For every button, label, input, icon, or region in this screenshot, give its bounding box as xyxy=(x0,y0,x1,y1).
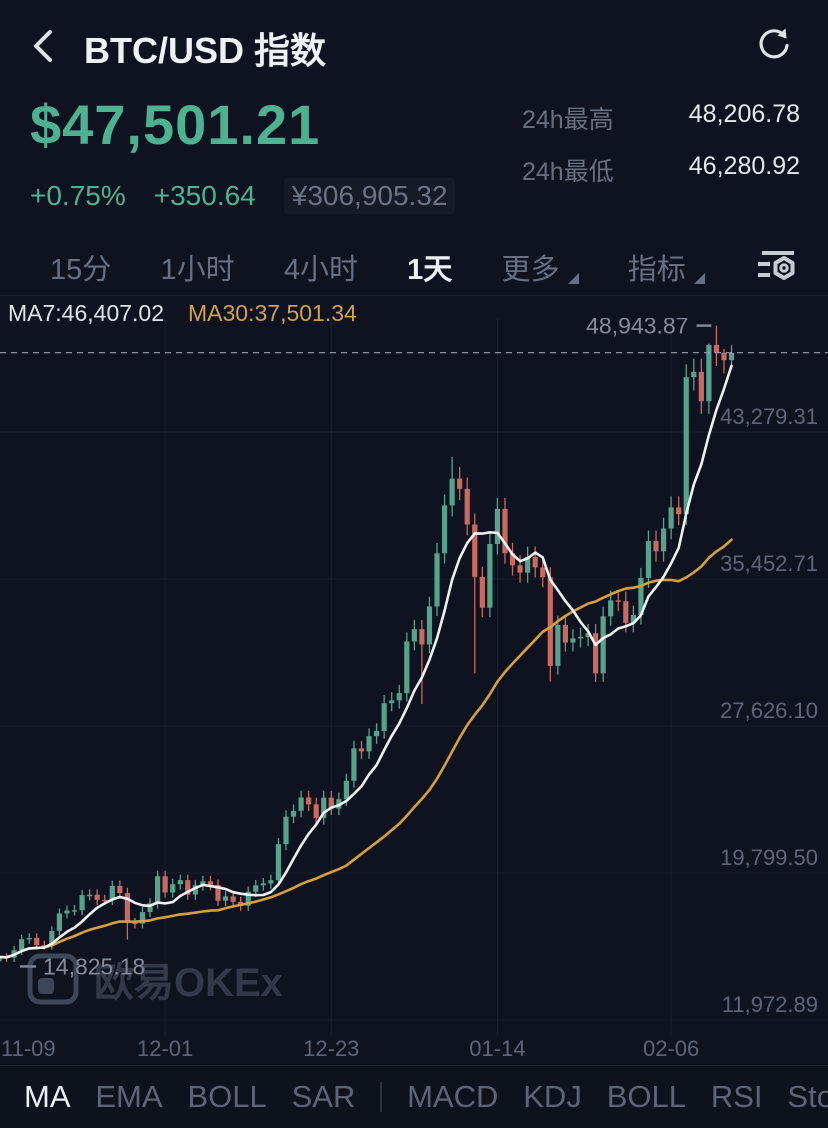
svg-text:43,279.31: 43,279.31 xyxy=(720,404,818,429)
change-row: +0.75% +350.64 ¥306,905.32 xyxy=(30,178,455,214)
ma30-legend: MA30:37,501.34 xyxy=(188,300,357,326)
indicator-sto-9[interactable]: Sto xyxy=(787,1079,828,1114)
change-percent: +0.75% xyxy=(30,180,126,211)
svg-text:19,799.50: 19,799.50 xyxy=(720,845,818,870)
svg-text:01-14: 01-14 xyxy=(469,1036,525,1061)
candlestick-chart-svg: 11-09 12-01 12-23 01-14 02-06 43,279.31 35,452… xyxy=(0,313,828,1061)
timeframe-tab-15分[interactable]: 15分 xyxy=(50,246,111,288)
timeframe-tab-指标[interactable]: 指标 xyxy=(628,246,705,288)
timeframe-tab-label: 1天 xyxy=(407,253,453,286)
current-price: $47,501.21 xyxy=(30,93,321,156)
price-chart[interactable]: 11-09 12-01 12-23 01-14 02-06 43,279.31 35,452… xyxy=(0,313,828,1065)
indicator-divider xyxy=(380,1082,383,1112)
timeframe-bar: 15分 1小时 4小时 1天 更多 指标 xyxy=(0,238,828,296)
svg-text:12-01: 12-01 xyxy=(137,1036,193,1061)
back-icon[interactable] xyxy=(26,26,62,66)
indicator-boll-2[interactable]: BOLL xyxy=(187,1079,267,1114)
indicator-boll-7[interactable]: BOLL xyxy=(606,1079,686,1114)
refresh-icon[interactable] xyxy=(754,24,794,64)
ma-legend: MA7:46,407.02 MA30:37,501.34 xyxy=(8,300,357,327)
cny-value: ¥306,905.32 xyxy=(284,178,456,214)
svg-text:27,626.10: 27,626.10 xyxy=(720,698,818,723)
svg-text:11,972.89: 11,972.89 xyxy=(722,992,818,1017)
ma7-legend: MA7:46,407.02 xyxy=(8,300,165,326)
chart-settings-icon xyxy=(757,250,795,280)
svg-text:35,452.71: 35,452.71 xyxy=(720,551,818,576)
timeframe-tab-4小时[interactable]: 4小时 xyxy=(284,246,358,288)
dropdown-triangle-icon xyxy=(693,272,705,284)
indicator-bar: MA EMA BOLL SAR MACD KDJ BOLL RSI Sto xyxy=(0,1065,828,1128)
indicator-macd-5[interactable]: MACD xyxy=(407,1079,499,1114)
svg-text:12-23: 12-23 xyxy=(303,1036,359,1061)
svg-text:48,943.87: 48,943.87 xyxy=(586,318,688,339)
svg-text:14,825.18: 14,825.18 xyxy=(43,953,145,979)
indicator-ema-1[interactable]: EMA xyxy=(95,1079,163,1114)
dropdown-triangle-icon xyxy=(567,272,579,284)
high-value: 48,206.78 xyxy=(688,100,800,128)
page-title: BTC/USD 指数 xyxy=(84,30,326,71)
indicator-kdj-6[interactable]: KDJ xyxy=(523,1079,582,1114)
timeframe-tab-label: 1小时 xyxy=(160,253,235,286)
high-label: 24h最高 xyxy=(522,106,614,134)
header: BTC/USD 指数 xyxy=(0,0,828,90)
chart-settings-button[interactable] xyxy=(754,247,798,287)
timeframe-tab-label: 指标 xyxy=(627,253,686,286)
timeframe-tab-1小时[interactable]: 1小时 xyxy=(160,246,234,288)
stats-panel: 24h最高 48,206.78 24h最低 46,280.92 xyxy=(522,100,800,188)
indicator-sar-3[interactable]: SAR xyxy=(291,1079,356,1114)
low-value: 46,280.92 xyxy=(688,152,800,180)
indicator-ma-0[interactable]: MA xyxy=(24,1079,71,1114)
change-absolute: +350.64 xyxy=(153,180,256,211)
svg-text:11-09: 11-09 xyxy=(1,1036,56,1061)
stat-row-high: 24h最高 48,206.78 xyxy=(522,100,800,136)
timeframe-tab-1天[interactable]: 1天 xyxy=(407,246,452,288)
low-label: 24h最低 xyxy=(522,158,614,186)
timeframe-tab-label: 更多 xyxy=(501,253,560,286)
timeframe-tab-label: 4小时 xyxy=(283,253,358,286)
stat-row-low: 24h最低 46,280.92 xyxy=(522,152,800,188)
timeframe-tab-label: 15分 xyxy=(50,253,112,286)
indicator-rsi-8[interactable]: RSI xyxy=(710,1079,763,1114)
svg-text:02-06: 02-06 xyxy=(643,1036,699,1061)
timeframe-tab-更多[interactable]: 更多 xyxy=(502,246,579,288)
